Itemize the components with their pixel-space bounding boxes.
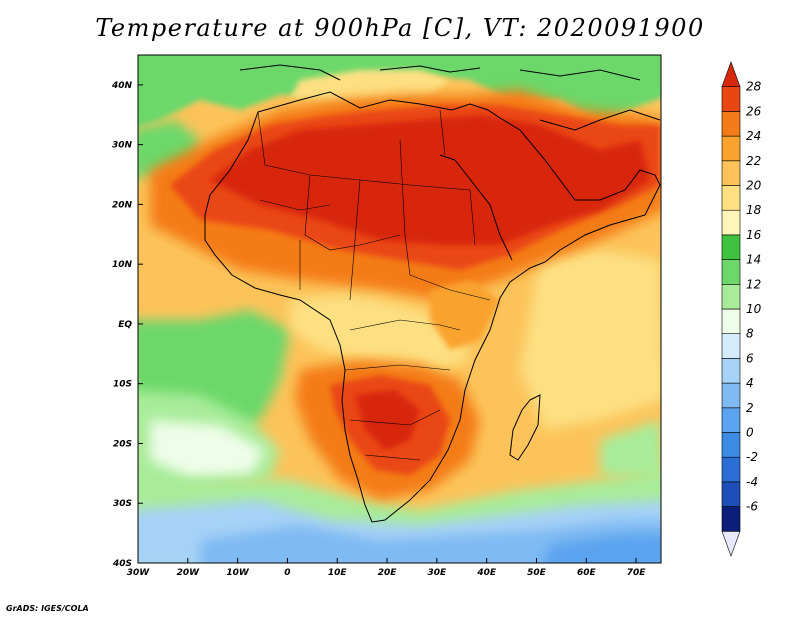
- colorbar-label: 2: [746, 401, 754, 415]
- lat-tick-label: 40S: [112, 559, 132, 569]
- lat-tick-label: EQ: [118, 320, 132, 330]
- lat-tick-label: 40N: [111, 81, 133, 91]
- plot-frame: [137, 54, 662, 564]
- colorbar-bin: [721, 456, 741, 483]
- colorbar-bin: [721, 135, 741, 162]
- colorbar-bin: [721, 333, 741, 359]
- lat-tick-label: 30S: [113, 499, 132, 509]
- coastlines: [204, 64, 661, 523]
- colorbar-label: -6: [746, 500, 758, 514]
- colorbar-label: -4: [746, 475, 758, 489]
- colorbar-bin: [721, 234, 741, 260]
- colorbar-bin: [721, 407, 741, 433]
- ocean-south-coldest: [542, 535, 661, 563]
- lon-tick-label: 30W: [127, 568, 151, 578]
- colorbar-bin: [721, 259, 741, 285]
- indian-ocean-yellow: [520, 250, 661, 430]
- colorbar-label: 8: [746, 327, 754, 341]
- colorbar-bin: [721, 382, 741, 409]
- lat-tick-label: 10N: [112, 260, 133, 270]
- colorbar-bin: [721, 160, 741, 186]
- map-title: Temperature at 900hPa [C], VT: 202009190…: [95, 14, 705, 42]
- lon-tick-label: 30E: [428, 568, 448, 578]
- region-sahara-core: [210, 115, 650, 245]
- colorbar-label: 0: [746, 426, 754, 440]
- colorbar-label: 12: [746, 277, 761, 291]
- lon-tick-label: 10E: [328, 568, 348, 578]
- colorbar-bin: [721, 111, 741, 137]
- colorbar-label: 22: [746, 154, 761, 168]
- colorbar-bin: [721, 530, 741, 557]
- colorbar-bin: [721, 506, 741, 532]
- lat-tick-label: 10S: [113, 380, 132, 390]
- colorbar-bin: [721, 308, 741, 335]
- colorbar-bin: [721, 481, 741, 507]
- colorbar-bin: [721, 86, 741, 112]
- lon-tick-label: 20W: [177, 568, 201, 578]
- colorbar-bin: [721, 209, 741, 236]
- country-borders: [257, 109, 491, 461]
- colorbar-label: 18: [746, 203, 762, 217]
- colorbar-bin: [721, 283, 741, 310]
- lat-tick-label: 20N: [112, 200, 133, 210]
- lon-tick-label: 40E: [476, 568, 497, 578]
- colorbar-bin: [721, 61, 741, 87]
- colorbar-label: 24: [746, 129, 761, 143]
- region-east-africa: [430, 280, 500, 350]
- colorbar-label: 20: [746, 179, 762, 193]
- lat-tick-label: 30N: [112, 141, 133, 151]
- region-north-cool: [138, 55, 661, 128]
- indian-ocean-green: [600, 420, 661, 480]
- axis-ticks: 30W 20W 10W 0 10E 20E 30E 40E 50E 60E 70E 40N 30N 20N…: [111, 81, 646, 578]
- lon-tick-label: 60E: [577, 568, 597, 578]
- colorbar-label: 16: [746, 228, 762, 242]
- colorbar-bin: [721, 432, 741, 458]
- colorbar-bin: [721, 358, 741, 384]
- grads-credit: GrADS: IGES/COLA: [6, 604, 89, 613]
- lat-tick-label: 20S: [113, 439, 132, 449]
- lon-tick-label: 50E: [527, 568, 547, 578]
- colorbar-label: 28: [746, 80, 762, 94]
- region-central-yellow: [290, 295, 470, 370]
- lon-tick-label: 20E: [378, 568, 398, 578]
- lon-tick-label: 10W: [226, 568, 250, 578]
- temperature-field: [138, 55, 661, 563]
- colorbar-bin: [721, 185, 741, 211]
- colorbar-label: 14: [746, 253, 761, 267]
- lon-tick-label: 0: [284, 568, 290, 578]
- lon-tick-label: 70E: [627, 568, 647, 578]
- region-atlantic-pale: [150, 420, 265, 478]
- colorbar-label: 6: [746, 351, 754, 365]
- colorbar-label: 26: [746, 104, 762, 118]
- colorbar-label: 4: [746, 376, 754, 390]
- colorbar-label: 10: [746, 302, 762, 316]
- ocean-south-cold: [200, 520, 661, 563]
- region-southern-center: [355, 390, 420, 450]
- colorbar-label: -2: [746, 450, 758, 464]
